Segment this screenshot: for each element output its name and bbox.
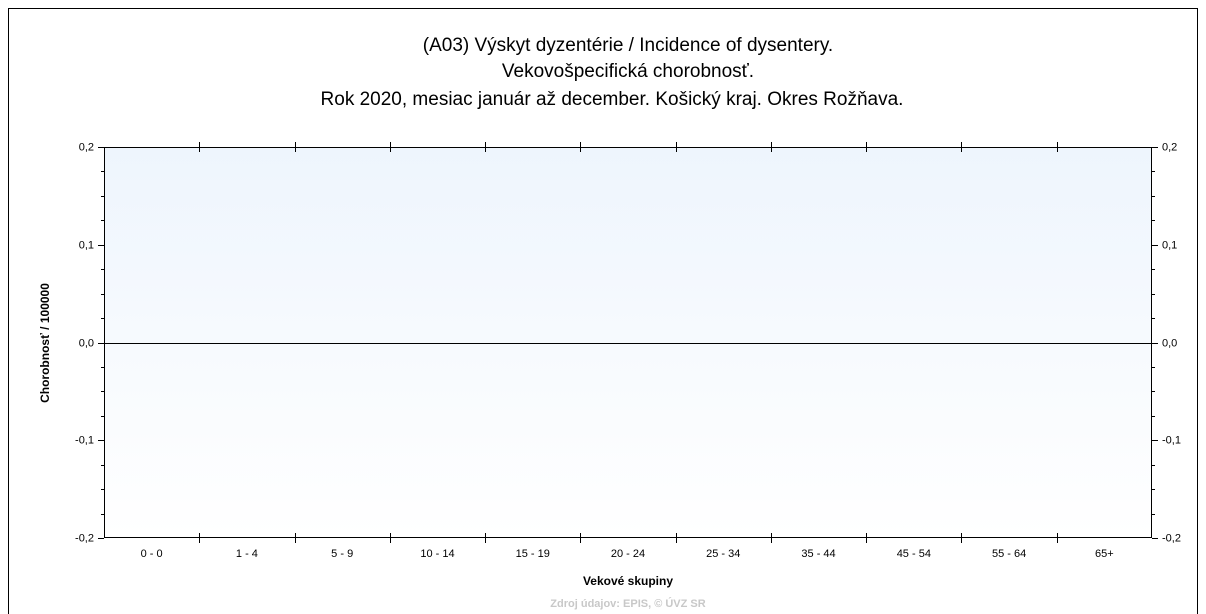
frame (8, 8, 1198, 614)
x-tick-label: 5 - 9 (331, 548, 353, 560)
x-tick-label: 65+ (1095, 548, 1114, 560)
plot-border (104, 147, 1152, 538)
x-tick-label: 45 - 54 (897, 548, 931, 560)
x-tick-label: 55 - 64 (992, 548, 1026, 560)
y-axis-label: Chorobnosť / 100000 (38, 283, 52, 403)
x-tick-label: 25 - 34 (706, 548, 740, 560)
x-axis-label: Vekové skupiny (583, 574, 673, 588)
y2-tick-label: -0,1 (1162, 434, 1181, 446)
y2-tick-label: -0,2 (1162, 532, 1181, 544)
x-tick-label: 20 - 24 (611, 548, 645, 560)
y2-tick-label: 0,2 (1162, 141, 1177, 153)
chart-subtitle: Vekovošpecifická chorobnosť. (502, 61, 754, 82)
chart-title: (A03) Výskyt dyzentérie / Incidence of d… (423, 35, 833, 56)
y-tick-label: 0,1 (79, 239, 94, 251)
y-tick-label: -0,2 (75, 532, 94, 544)
source-note: Zdroj údajov: EPIS, © ÚVZ SR (550, 597, 705, 610)
y-tick-label: -0,1 (75, 434, 94, 446)
y2-tick-label: 0,1 (1162, 239, 1177, 251)
x-tick-label: 0 - 0 (141, 548, 163, 560)
x-tick-label: 15 - 19 (516, 548, 550, 560)
x-tick-label: 1 - 4 (236, 548, 258, 560)
y-tick-label: 0,0 (79, 337, 94, 349)
x-tick-label: 10 - 14 (420, 548, 454, 560)
plot-area (104, 147, 1152, 538)
chart-subtitle: Rok 2020, mesiac január až december. Koš… (321, 89, 904, 110)
y2-tick-label: 0,0 (1162, 337, 1177, 349)
y-tick-label: 0,2 (79, 141, 94, 153)
x-tick-label: 35 - 44 (801, 548, 835, 560)
